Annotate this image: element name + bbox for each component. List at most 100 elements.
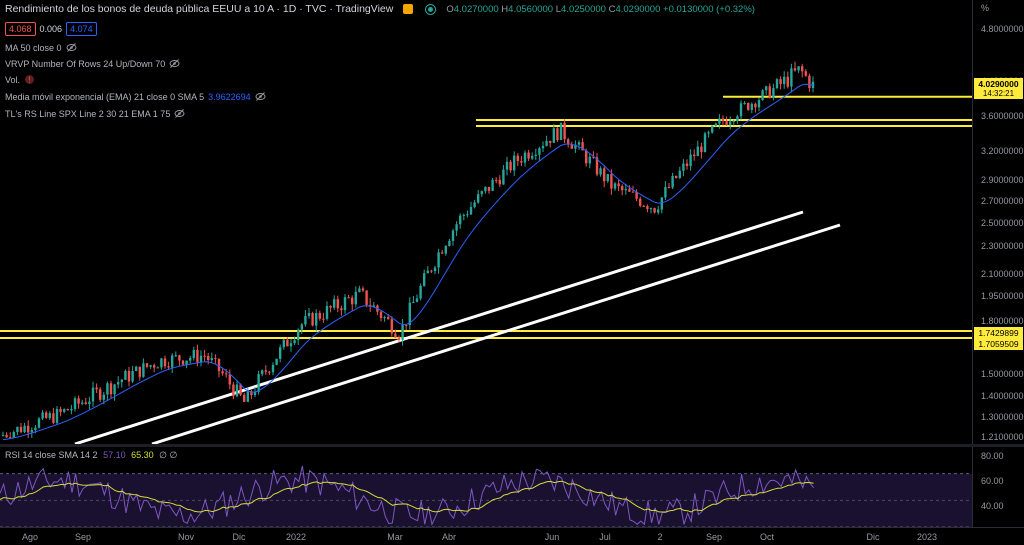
candle-body (523, 152, 527, 163)
rsi-tick-40: 40.00 (981, 501, 1004, 511)
candle-body (473, 202, 476, 208)
candle-body (664, 186, 667, 198)
indicator-label: VRVP Number Of Rows 24 Up/Down 70 (5, 58, 166, 69)
candle-body (120, 379, 123, 383)
candle-body (459, 215, 462, 225)
pane-divider[interactable] (0, 444, 1024, 447)
candle-body (689, 154, 692, 167)
spread-value: 0.006 (39, 24, 63, 34)
level-label-2: 1.7059509 (974, 338, 1023, 350)
candle-body (628, 188, 631, 192)
candle-body (264, 370, 267, 372)
candle-body (138, 366, 141, 377)
eye-hidden-icon[interactable] (255, 91, 266, 102)
candle-body (808, 75, 811, 89)
candle-body (52, 413, 55, 423)
candle-body (387, 317, 390, 320)
candle-body (444, 245, 447, 254)
market-status-icon[interactable] (425, 3, 437, 15)
candle-body (754, 103, 757, 108)
candle-body (88, 401, 91, 405)
candle-body (106, 383, 109, 395)
time-tick: 2022 (285, 532, 307, 542)
candle-body (725, 121, 728, 125)
candle-body (577, 142, 581, 145)
candle-body (199, 355, 203, 363)
candle-body (358, 288, 361, 292)
indicator-row[interactable]: VRVP Number Of Rows 24 Up/Down 70 (5, 58, 180, 69)
level-label-1: 1.7429899 (974, 327, 1023, 339)
candle-body (397, 337, 401, 340)
candle-body (649, 208, 653, 210)
indicator-row[interactable]: Vol.! (5, 74, 35, 85)
candle-body (653, 208, 656, 213)
candle-body (520, 161, 523, 163)
candle-body (207, 355, 210, 361)
time-tick: Dic (232, 532, 246, 542)
candle-body (163, 358, 167, 367)
candle-body (667, 186, 671, 188)
candle-body (336, 299, 339, 309)
candle-body (433, 267, 437, 272)
candle-body (228, 374, 231, 385)
candle-body (491, 179, 494, 191)
candle-body (736, 116, 739, 122)
candle-body (286, 339, 289, 347)
warning-icon[interactable]: ! (24, 74, 35, 85)
eye-hidden-icon[interactable] (66, 42, 77, 53)
candle-body (610, 174, 613, 189)
indicator-row[interactable]: Media móvil exponencial (EMA) 21 close 0… (5, 91, 266, 102)
candle-body (487, 186, 491, 191)
candle-body (257, 374, 260, 392)
price-scale[interactable]: % 4.80000004.40000003.60000003.20000002.… (972, 0, 1024, 444)
eye-hidden-icon[interactable] (169, 58, 180, 69)
candle-body (379, 311, 383, 318)
price-tick: 2.1000000 (981, 269, 1024, 279)
indicator-row[interactable]: MA 50 close 0 (5, 42, 77, 53)
candle-body (624, 188, 627, 191)
rsi-scale[interactable]: 80.00 60.00 40.00 (972, 447, 1024, 527)
candle-body (311, 313, 314, 326)
candle-body (131, 370, 134, 382)
candle-body (793, 68, 797, 71)
candle-body (415, 298, 419, 302)
ask-box[interactable]: 4.074 (66, 22, 97, 36)
candle-body (142, 363, 145, 377)
candle-body (325, 306, 329, 319)
candle-body (12, 432, 15, 438)
candle-body (541, 145, 545, 149)
indicator-row[interactable]: TL's RS Line SPX Line 2 30 21 EMA 1 75 (5, 108, 185, 119)
candle-body (45, 412, 48, 418)
time-tick: Sep (74, 532, 92, 542)
candle-body (250, 391, 253, 396)
candle-body (318, 312, 321, 319)
candle-body (505, 161, 509, 170)
candle-body (66, 409, 69, 411)
eye-hidden-icon[interactable] (174, 108, 185, 119)
chart-title[interactable]: Rendimiento de los bonos de deuda públic… (5, 3, 394, 15)
candle-body (678, 170, 681, 178)
candle-body (174, 355, 177, 357)
candle-body (603, 168, 606, 182)
candle-body (196, 350, 199, 363)
ohlc-values: O4.0270000 H4.0560000 L4.0250000 C4.0290… (446, 3, 755, 15)
candle-body (696, 146, 699, 157)
flag-icon[interactable] (403, 4, 414, 14)
price-unit: % (981, 3, 990, 13)
candle-body (761, 90, 764, 101)
rsi-value: 57.10 (103, 450, 126, 460)
candle-body (621, 186, 624, 191)
price-chart[interactable] (0, 0, 972, 446)
rsi-pane[interactable]: RSI 14 close SMA 14 2 57.10 65.30 ∅ ∅ (0, 447, 972, 528)
candle-body (642, 205, 645, 207)
bid-box[interactable]: 4.068 (5, 22, 36, 36)
candle-body (617, 183, 620, 187)
indicator-value: 3.9622694 (208, 91, 251, 102)
main-chart-pane[interactable] (0, 0, 972, 446)
candle-body (527, 152, 530, 159)
candle-body (592, 156, 595, 158)
price-tick: 1.9500000 (981, 291, 1024, 301)
candle-body (307, 313, 311, 316)
candle-body (412, 301, 415, 303)
time-axis[interactable]: Ago Sep Nov Dic 2022 Mar Abr Jun Jul 2 Sep Oct Dic 20… (0, 527, 1024, 545)
